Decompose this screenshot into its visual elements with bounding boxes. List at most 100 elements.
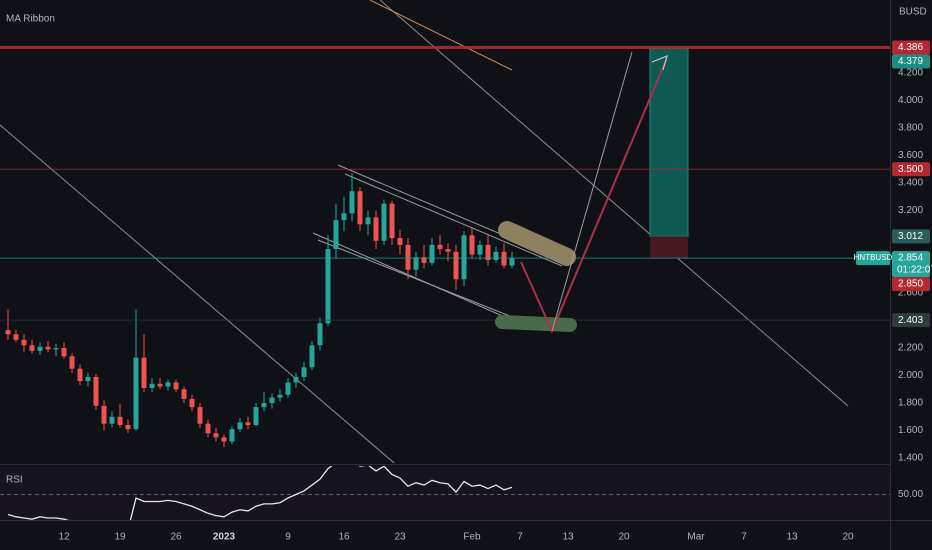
candle-body	[261, 403, 267, 408]
y-tick-label: 4.000	[898, 95, 923, 106]
channel-line	[317, 239, 531, 325]
candle-body	[469, 235, 475, 255]
x-tick-label: 20	[842, 532, 854, 543]
symbol-label-box	[856, 251, 890, 266]
candle-body	[157, 383, 163, 387]
x-tick-label: 13	[562, 532, 574, 543]
candle-body	[205, 423, 211, 434]
y-tick-label: 2.600	[898, 288, 923, 299]
price-label: 3.500	[898, 164, 923, 175]
candle-body	[237, 422, 243, 430]
drawings	[495, 51, 668, 334]
y-tick-label: 3.600	[898, 150, 923, 161]
candle-body	[125, 425, 131, 430]
candle-body	[189, 398, 195, 408]
rsi-pane	[0, 466, 890, 520]
candle-body	[317, 323, 323, 346]
candle-body	[213, 433, 219, 438]
candle-body	[381, 203, 387, 241]
currency-label: BUSD	[899, 7, 927, 18]
candle-body	[397, 238, 403, 245]
candle-body	[445, 249, 451, 252]
y-tick-label: 3.400	[898, 178, 923, 189]
candle-body	[325, 249, 331, 324]
y-tick-label: 1.600	[898, 425, 923, 436]
position-profit	[649, 47, 689, 237]
y-tick-label: 3.200	[898, 205, 923, 216]
candle-body	[269, 397, 275, 404]
y-tick-label: 1.800	[898, 398, 923, 409]
y-tick-label: 1.400	[898, 453, 923, 464]
candle-body	[53, 348, 59, 350]
candle-body	[245, 422, 251, 426]
candle-body	[197, 407, 203, 424]
candle-body	[437, 244, 443, 250]
price-label-box	[892, 251, 930, 278]
price-label: 2.854	[898, 253, 923, 264]
candle-body	[413, 257, 419, 270]
candle-body	[429, 244, 435, 263]
candle-body	[373, 217, 379, 241]
x-tick-label: 23	[394, 532, 406, 543]
countdown: 01:22:07	[897, 265, 932, 276]
channel-line	[344, 173, 563, 267]
y-tick-label: 2.000	[898, 370, 923, 381]
candle-body	[101, 405, 107, 424]
candle-body	[509, 258, 515, 266]
rsi-line	[7, 466, 513, 520]
candle-body	[365, 217, 371, 225]
x-tick-label: 19	[114, 532, 126, 543]
x-tick-label: 7	[741, 532, 747, 543]
rsi-label: RSI	[6, 475, 23, 486]
candle-body	[21, 339, 27, 346]
x-tick-label: 20	[618, 532, 630, 543]
price-label-box	[892, 162, 930, 177]
x-tick-label: 9	[285, 532, 291, 543]
candle-body	[405, 244, 411, 270]
candle-body	[301, 367, 307, 377]
candle-body	[85, 376, 91, 382]
highlight	[498, 221, 576, 266]
position-loss	[650, 236, 688, 259]
price-label: 3.012	[898, 231, 923, 242]
candle-body	[421, 257, 427, 263]
rsi-lines	[0, 466, 890, 520]
symbol-label: HNTBUSD	[854, 253, 893, 262]
candle-body	[133, 357, 139, 430]
candle-body	[221, 437, 227, 442]
candle-body	[149, 383, 155, 388]
candle-body	[141, 357, 147, 388]
candle-body	[13, 334, 19, 340]
forecast-line	[551, 51, 633, 332]
candle-body	[453, 251, 459, 280]
price-label-box	[892, 54, 930, 69]
candle-body	[45, 346, 51, 350]
candle-body	[109, 416, 115, 424]
candle-body	[93, 376, 99, 406]
candle-body	[69, 356, 75, 369]
y-tick-label: 4.200	[898, 68, 923, 79]
price-label-box	[892, 229, 930, 244]
candle-body	[493, 251, 499, 261]
candle-body	[253, 407, 259, 426]
price-label-box	[892, 313, 930, 328]
x-tick-label: 13	[786, 532, 798, 543]
candle-body	[293, 376, 299, 383]
candle-body	[29, 345, 35, 351]
candle-body	[117, 416, 123, 426]
candle-body	[181, 389, 187, 399]
trend-line	[0, 124, 395, 463]
price-label-box	[892, 277, 930, 292]
price-label: 4.379	[898, 56, 923, 67]
candle-body	[309, 345, 315, 368]
candle-body	[5, 330, 11, 335]
candle-body	[277, 394, 283, 398]
candle-body	[37, 346, 43, 351]
candle-body	[501, 251, 507, 266]
candle-body	[341, 213, 347, 221]
candle-body	[485, 244, 491, 261]
x-tick-label: 16	[338, 532, 350, 543]
x-tick-label: 2023	[213, 532, 236, 543]
arrow-head	[651, 54, 668, 71]
